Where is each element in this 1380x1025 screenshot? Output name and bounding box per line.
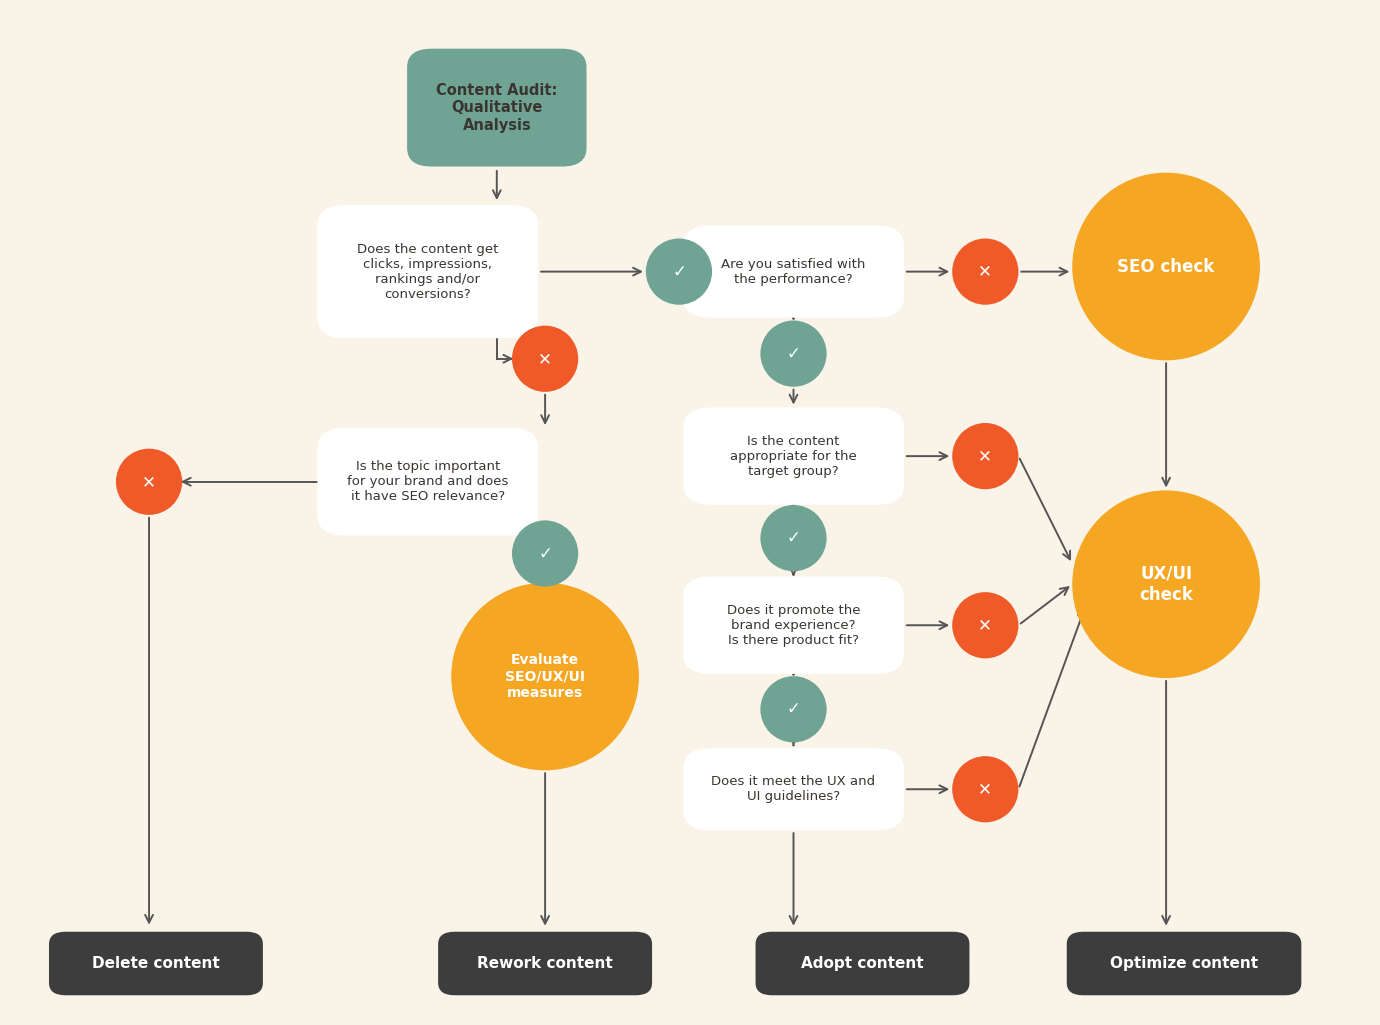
Text: ✕: ✕ bbox=[978, 262, 992, 281]
FancyBboxPatch shape bbox=[317, 205, 538, 338]
Text: ✕: ✕ bbox=[538, 350, 552, 368]
Ellipse shape bbox=[512, 521, 578, 586]
Text: Delete content: Delete content bbox=[92, 956, 219, 971]
Text: Is the topic important
for your brand and does
it have SEO relevance?: Is the topic important for your brand an… bbox=[348, 460, 508, 503]
Text: Are you satisfied with
the performance?: Are you satisfied with the performance? bbox=[722, 257, 865, 286]
Ellipse shape bbox=[760, 321, 827, 386]
Text: ✓: ✓ bbox=[787, 529, 800, 547]
Text: Optimize content: Optimize content bbox=[1110, 956, 1259, 971]
Text: SEO check: SEO check bbox=[1118, 257, 1214, 276]
FancyBboxPatch shape bbox=[683, 226, 904, 318]
FancyBboxPatch shape bbox=[439, 932, 653, 995]
Text: Evaluate
SEO/UX/UI
measures: Evaluate SEO/UX/UI measures bbox=[505, 653, 585, 700]
Ellipse shape bbox=[512, 326, 578, 392]
Text: ✕: ✕ bbox=[978, 447, 992, 465]
Text: ✓: ✓ bbox=[538, 544, 552, 563]
FancyBboxPatch shape bbox=[407, 48, 586, 166]
Text: Rework content: Rework content bbox=[477, 956, 613, 971]
Ellipse shape bbox=[760, 676, 827, 742]
Text: Content Audit:
Qualitative
Analysis: Content Audit: Qualitative Analysis bbox=[436, 83, 558, 132]
Text: ✕: ✕ bbox=[978, 780, 992, 798]
Ellipse shape bbox=[952, 423, 1018, 489]
Ellipse shape bbox=[952, 756, 1018, 822]
Ellipse shape bbox=[451, 582, 639, 771]
Text: Does the content get
clicks, impressions,
rankings and/or
conversions?: Does the content get clicks, impressions… bbox=[357, 243, 498, 300]
FancyBboxPatch shape bbox=[756, 932, 969, 995]
Text: UX/UI
check: UX/UI check bbox=[1138, 565, 1194, 604]
Ellipse shape bbox=[116, 449, 182, 515]
Text: ✓: ✓ bbox=[787, 344, 800, 363]
Text: ✕: ✕ bbox=[978, 616, 992, 634]
Text: Is the content
appropriate for the
target group?: Is the content appropriate for the targe… bbox=[730, 435, 857, 478]
FancyBboxPatch shape bbox=[683, 748, 904, 830]
Text: Does it meet the UX and
UI guidelines?: Does it meet the UX and UI guidelines? bbox=[712, 775, 875, 804]
FancyBboxPatch shape bbox=[1067, 932, 1301, 995]
Text: Adopt content: Adopt content bbox=[802, 956, 923, 971]
Ellipse shape bbox=[952, 239, 1018, 304]
Ellipse shape bbox=[952, 592, 1018, 658]
Ellipse shape bbox=[1072, 172, 1260, 361]
Ellipse shape bbox=[1072, 490, 1260, 679]
FancyBboxPatch shape bbox=[683, 407, 904, 504]
FancyBboxPatch shape bbox=[683, 576, 904, 674]
FancyBboxPatch shape bbox=[317, 428, 538, 535]
Text: ✓: ✓ bbox=[672, 262, 686, 281]
Text: ✕: ✕ bbox=[142, 473, 156, 491]
Text: Does it promote the
brand experience?
Is there product fit?: Does it promote the brand experience? Is… bbox=[727, 604, 860, 647]
Text: ✓: ✓ bbox=[787, 700, 800, 719]
Ellipse shape bbox=[646, 239, 712, 304]
FancyBboxPatch shape bbox=[50, 932, 262, 995]
Ellipse shape bbox=[760, 505, 827, 571]
